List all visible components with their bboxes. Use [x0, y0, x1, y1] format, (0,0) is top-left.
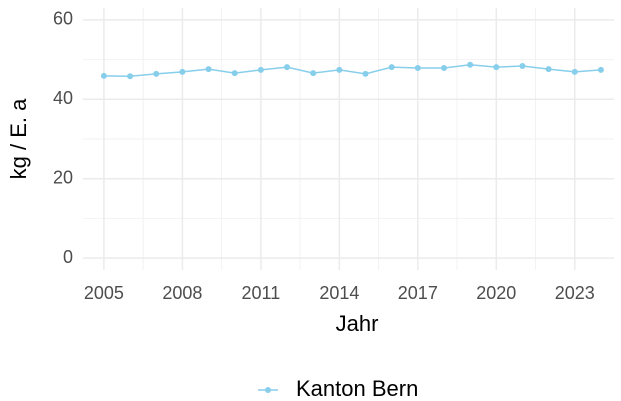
y-tick-label: 0 — [63, 247, 73, 267]
point — [414, 64, 421, 71]
y-axis-title: kg / E. a — [6, 98, 31, 179]
legend-point — [265, 387, 271, 393]
point — [257, 66, 264, 73]
point — [545, 66, 552, 73]
point — [127, 73, 134, 80]
point — [310, 70, 317, 77]
point — [440, 64, 447, 71]
y-tick-label: 20 — [53, 167, 73, 187]
x-tick-label: 2020 — [476, 283, 516, 303]
x-axis-title: Jahr — [336, 311, 379, 336]
legend-label: Kanton Bern — [296, 376, 418, 401]
x-tick-label: 2011 — [242, 283, 281, 303]
line — [103, 64, 601, 78]
point — [597, 66, 604, 73]
point — [493, 64, 500, 71]
point — [362, 70, 369, 77]
point — [231, 70, 238, 77]
x-tick-label: 2005 — [84, 283, 124, 303]
x-tick-label: 2017 — [398, 283, 438, 303]
point — [336, 66, 343, 73]
point — [467, 61, 474, 68]
x-tick-label: 2008 — [162, 283, 202, 303]
point — [179, 68, 186, 75]
point — [519, 62, 526, 69]
y-tick-label: 40 — [53, 88, 73, 108]
x-tick-label: 2014 — [319, 283, 359, 303]
point — [388, 64, 395, 71]
point — [100, 72, 107, 79]
point — [571, 68, 578, 75]
point — [153, 70, 160, 77]
point — [284, 64, 291, 71]
x-tick-label: 2023 — [555, 283, 595, 303]
point — [205, 66, 212, 73]
y-tick-label: 60 — [53, 9, 73, 29]
